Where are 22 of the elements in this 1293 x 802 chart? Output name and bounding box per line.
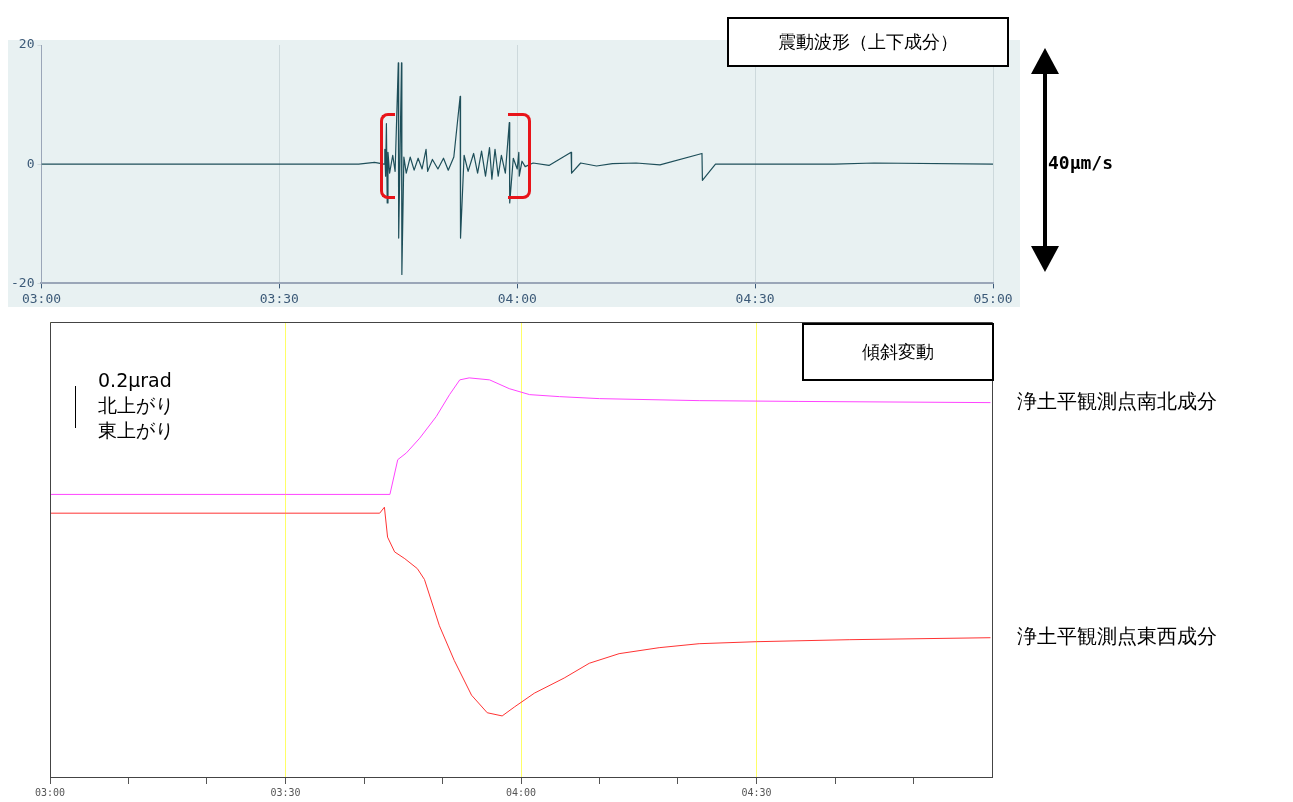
annotation: 北上がり xyxy=(98,393,174,416)
x-tick-label: 04:00 xyxy=(505,786,537,798)
x-tick-label: 04:30 xyxy=(741,786,772,798)
x-tick-label: 04:00 xyxy=(497,290,537,306)
text: 40μm/s xyxy=(1048,151,1114,173)
chart-title: 傾斜変動 xyxy=(862,341,934,362)
x-tick-label: 03:00 xyxy=(34,786,66,798)
x-tick-label: 03:00 xyxy=(21,290,62,306)
chart-title: 震動波形（上下成分） xyxy=(778,31,958,52)
annotation: 東上がり xyxy=(98,418,174,441)
y-tick-label: -20 xyxy=(11,274,35,290)
x-tick-label: 05:00 xyxy=(973,290,1013,306)
title-box: 震動波形（上下成分） xyxy=(727,17,1009,67)
x-tick-label: 03:30 xyxy=(270,786,301,798)
x-tick-label: 04:30 xyxy=(735,290,775,306)
annotation: 0.2μrad xyxy=(98,368,172,391)
x-tick-label: 03:30 xyxy=(259,290,299,306)
y-tick-label: 20 xyxy=(18,36,35,52)
series-label: 浄土平観測点南北成分 xyxy=(1017,388,1217,413)
title-box: 傾斜変動 xyxy=(802,323,994,381)
series-label: 浄土平観測点東西成分 xyxy=(1017,623,1217,648)
y-tick-label: 0 xyxy=(26,155,35,171)
